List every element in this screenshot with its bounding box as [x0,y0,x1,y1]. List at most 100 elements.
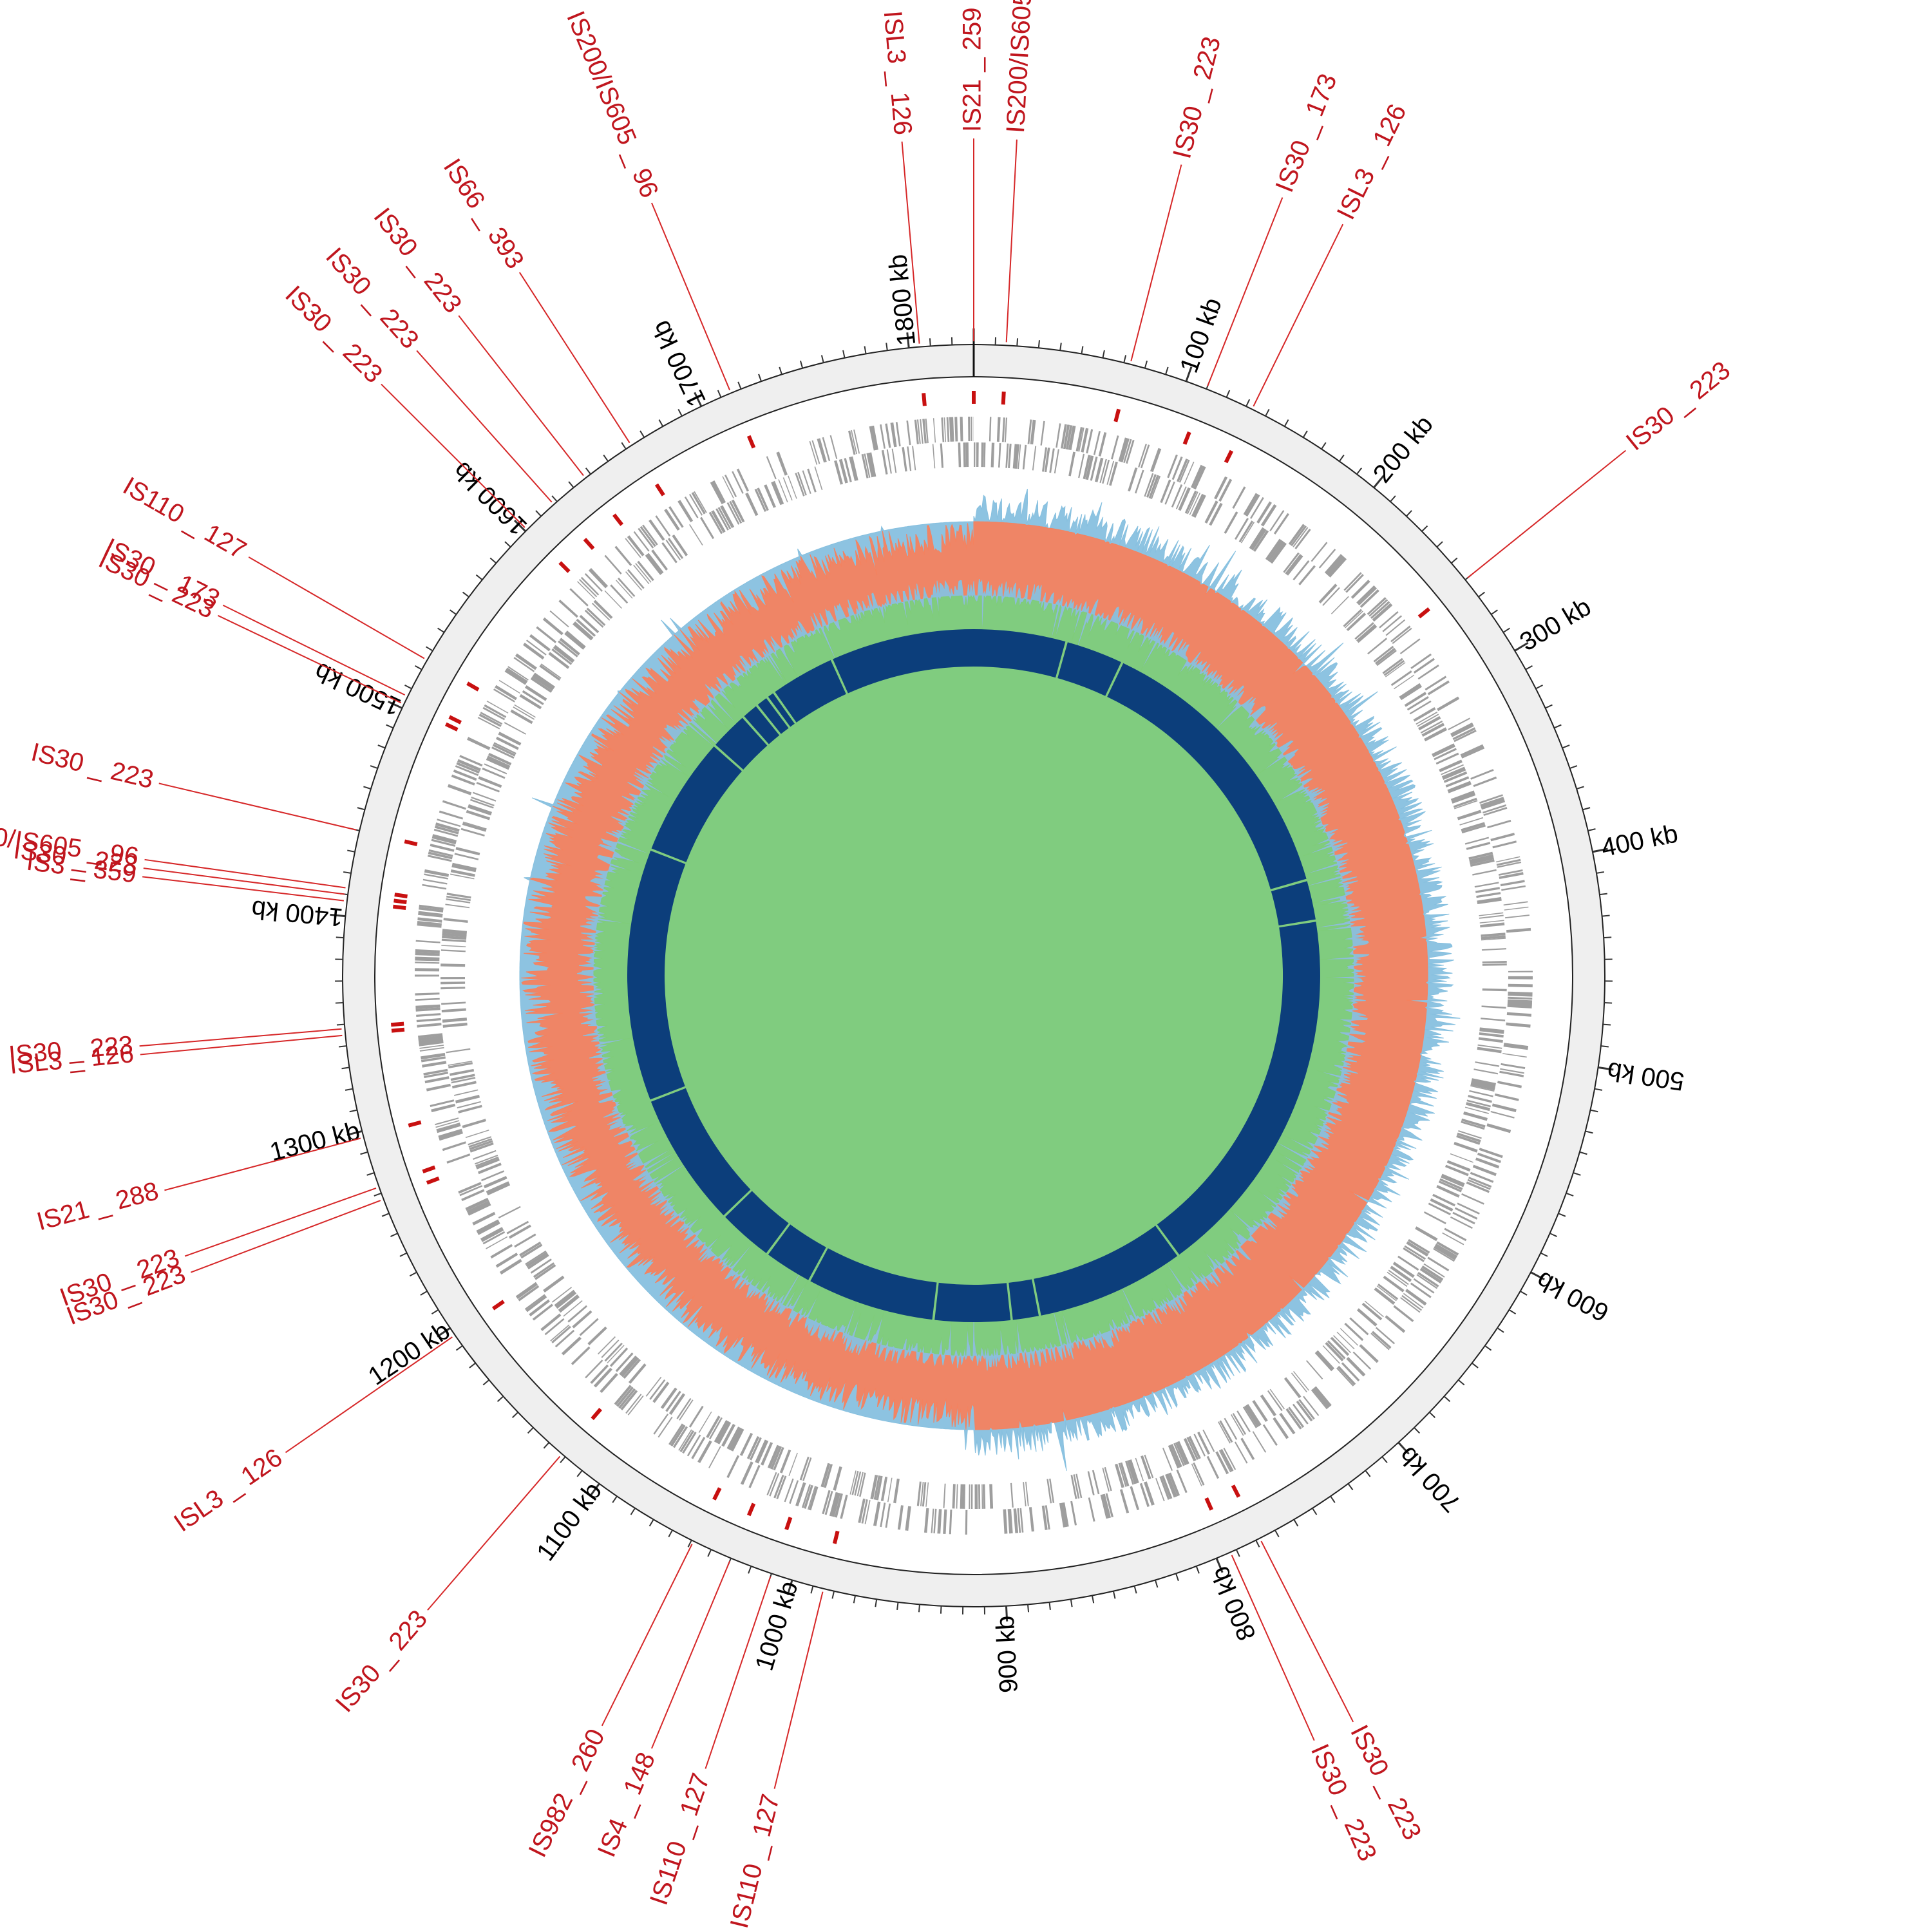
minor-tick [864,346,867,354]
minor-tick [527,1427,534,1434]
minor-tick [875,1599,878,1607]
major-tick [1592,848,1608,853]
gene-block [1220,1448,1234,1472]
gene-block [706,1416,721,1439]
gene-block [1482,961,1507,963]
gene-block [1344,1323,1364,1341]
is-leader-line [222,604,406,696]
gene-block [637,560,654,582]
gene-block [870,1475,878,1500]
gene-block [1460,744,1484,757]
gene-block [1322,587,1340,606]
gene-block [1427,680,1450,696]
gene-block [658,1416,673,1438]
gene-block [516,1282,538,1300]
gene-block [455,765,479,776]
gene-block [1191,1463,1202,1486]
gene-block [1100,1494,1108,1519]
tick-label: 300 kb [1515,592,1596,657]
gene-block [627,1395,644,1416]
is-leader-line [184,1188,377,1257]
gene-block [1427,1256,1450,1272]
minor-tick [1436,541,1443,548]
gene-block [776,451,788,476]
gene-block [1075,1473,1083,1499]
gene-block [554,645,575,661]
gene-block [441,945,466,947]
minor-tick [1576,786,1584,790]
gene-block [571,1346,591,1365]
gene-block [1435,1244,1458,1258]
gene-block [1316,1350,1335,1370]
gene-block [922,1482,927,1507]
minor-tick [1490,609,1498,615]
minor-tick [1502,627,1510,633]
gene-block [1326,556,1345,576]
gene-block [645,554,663,575]
gene-block [1505,914,1530,919]
gene-block [419,904,444,910]
gene-block [457,1101,481,1109]
minor-tick [1590,1109,1598,1113]
gene-block [668,1393,685,1415]
gene-block [468,1202,491,1216]
minor-tick [748,1566,752,1574]
gene-block [799,1456,810,1481]
gene-block [614,545,632,566]
gene-block [829,1492,838,1517]
gene-block [633,564,650,585]
gene-block [1458,1130,1482,1139]
minor-tick [853,1595,857,1604]
gene-block [495,1253,518,1268]
minor-tick [1569,765,1578,769]
is-element-label: ISL3 _ 126 [1332,100,1412,224]
gene-block [859,1472,866,1497]
gene-block [1322,1345,1340,1364]
gene-block [1419,1267,1443,1283]
gene-block [1445,776,1470,788]
gene-block [1501,885,1526,891]
minor-tick [810,1586,814,1594]
gene-block [684,497,699,518]
gene-block [469,1142,494,1153]
is-leader-line [164,1137,361,1191]
gene-block [475,1156,499,1168]
is-element-label: IS30 _ 223 [1168,33,1226,161]
gene-block [1508,976,1533,980]
gene-block [419,1046,444,1052]
gene-block [767,1444,780,1469]
gene-block [1179,459,1190,483]
gene-block [1481,933,1506,937]
gene-block [1479,1148,1503,1159]
gene-block [486,700,509,714]
is-element-label: IS200/IS605 _ 96 [1001,0,1040,134]
gene-block [442,935,467,940]
gene-block [857,1472,864,1497]
gene-block [1312,1388,1330,1409]
minor-tick [1484,1345,1492,1351]
gene-block [1506,927,1531,933]
gene-block [848,430,856,455]
gene-block [1283,1377,1302,1399]
minor-tick [343,871,352,874]
gene-block [1343,572,1362,591]
gene-block [1327,1340,1346,1359]
gene-block [914,419,919,444]
gene-block [577,581,595,600]
gene-block [415,952,440,956]
gene-block [436,1122,460,1131]
gene-block [1459,817,1484,826]
gene-block [1413,707,1436,722]
tick-label: 400 kb [1599,819,1680,862]
gene-block [1159,1476,1170,1500]
gene-block [906,421,911,446]
gene-block [905,1506,911,1531]
gene-block [1042,447,1048,472]
gene-block [1128,1459,1139,1484]
gene-block [1470,857,1494,865]
gene-block [1083,455,1091,480]
gene-block [446,895,471,902]
gene-block [1497,1081,1522,1088]
gene-block [542,617,564,636]
minor-tick [612,1495,618,1503]
